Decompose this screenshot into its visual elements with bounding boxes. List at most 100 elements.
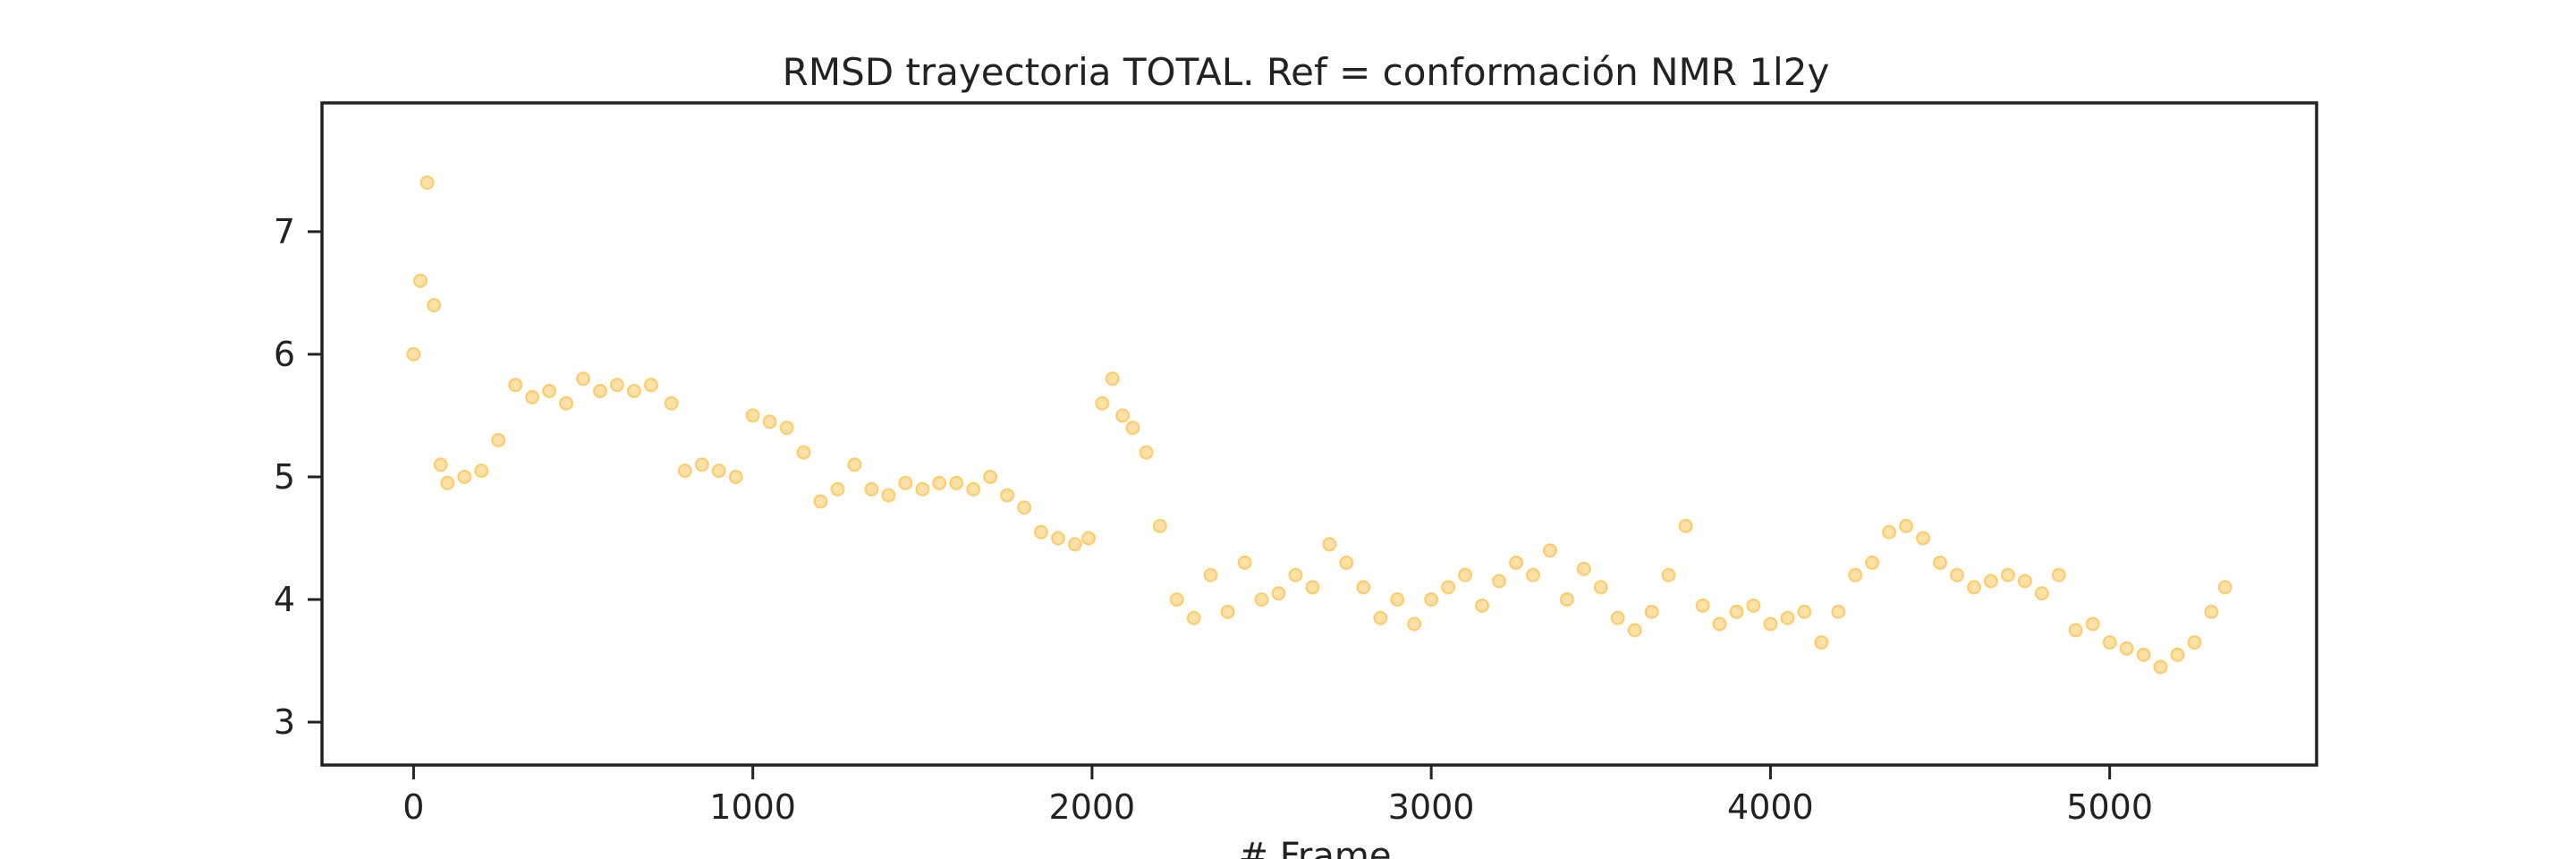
data-point [1271,586,1286,601]
data-point [2136,647,2151,662]
data-point [664,395,679,411]
data-point [427,298,442,313]
data-point [1509,555,1523,570]
data-point [491,432,506,447]
x-tick-label: 0 [402,787,424,827]
data-point [2034,586,2049,601]
y-tick-label: 6 [274,335,295,374]
data-point [677,464,692,479]
data-point [474,464,489,479]
data-point [2204,604,2219,619]
data-point [1169,592,1184,607]
data-point [1899,518,1914,533]
data-point [1644,604,1659,619]
data-point [1559,592,1574,607]
data-point [419,175,435,191]
data-point [1203,567,1218,583]
data-point [1661,567,1676,583]
data-point [1017,500,1032,515]
data-point [745,408,760,423]
data-point [2119,641,2134,656]
y-axis: 3 4 5 6 7 [274,212,322,742]
data-point [2170,647,2185,662]
data-point [508,378,523,393]
x-axis: 0 1000 2000 3000 4000 5000 [402,765,2153,827]
data-point [1115,408,1130,423]
data-point [1763,617,1778,632]
data-point [1051,531,1065,546]
data-point [949,475,964,490]
data-point [1186,610,1201,625]
data-point [1475,598,1489,613]
data-point [898,475,913,490]
data-point [643,378,658,393]
data-point [1305,580,1320,595]
data-point [1441,580,1456,595]
data-point [711,464,726,479]
data-point [413,273,428,288]
data-point [983,470,998,484]
data-point [1152,518,1167,533]
data-point [1390,592,1405,607]
data-point [2051,567,2066,583]
data-point [559,395,574,411]
data-point [1780,610,1795,625]
data-point [1356,580,1371,595]
x-tick-label: 4000 [1727,787,1814,827]
data-point [609,378,624,393]
y-tick-label: 3 [274,702,295,742]
data-point [1105,371,1120,387]
data-point [932,475,947,490]
data-point [1492,574,1506,589]
data-point [2187,635,2202,650]
data-point [728,470,743,484]
data-point [796,445,811,460]
data-point [2085,617,2100,632]
data-point [406,346,421,361]
data-point [2217,580,2233,595]
plot-frame [320,101,2318,767]
data-point [813,494,828,509]
data-point [1339,555,1354,570]
data-point [1407,617,1422,632]
data-point [440,475,455,490]
data-point [1542,543,1557,558]
data-point [1950,567,1964,583]
data-point [1967,580,1981,595]
data-point [1882,524,1897,540]
data-point [433,457,448,472]
data-point [694,457,709,472]
data-point [1610,610,1625,625]
data-point [1067,537,1082,552]
data-point [1000,488,1015,503]
x-tick-label: 3000 [1388,787,1475,827]
y-tick-label: 4 [274,580,295,619]
data-point [1916,531,1931,546]
data-point [1220,604,1235,619]
data-point [1458,567,1473,583]
data-point [864,481,879,497]
data-point [1848,567,1863,583]
data-point [525,389,540,404]
data-point [1125,421,1140,436]
data-point [2153,659,2168,675]
data-point [593,384,607,398]
data-point [966,481,981,497]
data-point [1139,445,1154,460]
data-point [542,384,557,398]
x-tick-label: 5000 [2066,787,2153,827]
data-point [1525,567,1540,583]
data-point [2017,574,2032,589]
data-point [762,414,777,430]
x-axis-label: # Frame [1239,836,1392,859]
data-point [847,457,862,472]
data-point [1237,555,1252,570]
data-point [881,488,896,503]
data-point [1933,555,1947,570]
data-point [626,384,641,398]
data-point [1865,555,1880,570]
data-point [1712,617,1727,632]
data-point [1983,574,1998,589]
data-point [2068,623,2083,638]
